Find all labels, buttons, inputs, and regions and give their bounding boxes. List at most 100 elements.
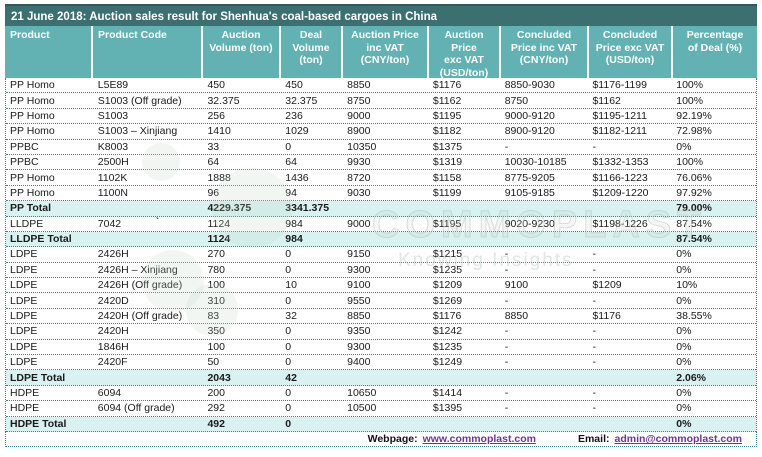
cell: 0	[285, 417, 292, 430]
cell: $1182	[432, 125, 462, 138]
cell: 1124	[207, 233, 231, 246]
cell: 100%	[676, 79, 704, 92]
cell: 0	[285, 248, 292, 261]
header-cell-7: Concluded Price exc VAT (USD/ton)	[589, 26, 673, 78]
cell: $1176	[432, 79, 462, 92]
cell: $1176	[592, 310, 621, 323]
cell: 984	[285, 233, 303, 246]
cell: 72.98%	[676, 125, 712, 138]
cell: 32.375	[285, 94, 318, 107]
cell: LDPE Total	[10, 371, 66, 384]
cell: 2420H	[97, 325, 129, 338]
cell: 0	[285, 325, 292, 338]
cell: 2420D	[97, 294, 129, 307]
cell: $1414	[432, 387, 463, 399]
cell: S1003 – Xinjiang	[97, 125, 178, 138]
cell: 9100	[347, 279, 371, 292]
cell: 0%	[676, 356, 692, 369]
table-row: LDPE 2420D 310 0 9550 $1269 - - 0%	[6, 293, 756, 309]
cell: 0	[285, 263, 292, 276]
cell: -	[592, 356, 596, 369]
cell: $1235	[432, 263, 463, 276]
table-row: PP Homo S1003 – Xinjiang 1410 1029 8900 $1182…	[6, 124, 756, 140]
cell: 236	[285, 109, 303, 122]
cell: 1102K	[97, 171, 128, 184]
cell: $1195	[432, 109, 462, 122]
cell: 9400	[347, 356, 371, 369]
cell: 100%	[676, 94, 704, 107]
cell: 0	[285, 140, 292, 153]
header-cell-5: Auction Price exc VAT (USD/ton)	[429, 26, 501, 79]
cell: 0%	[676, 402, 692, 415]
cell: $1209-1220	[592, 186, 649, 199]
cell: 0%	[676, 140, 692, 153]
cell: 76.06%	[676, 171, 712, 184]
header-cell-0: Product	[5, 26, 93, 78]
table-row: LDPE 2420F 50 0 9400 $1249 - - 0%	[6, 355, 756, 371]
cell: 50	[207, 356, 220, 369]
cell: 1436	[285, 171, 309, 184]
webpage-link[interactable]: www.commoplast.com	[422, 433, 536, 446]
cell: S1003	[97, 109, 129, 122]
table-header-row: Product Product Code Auction Volume (ton) D…	[5, 26, 757, 79]
table-row: LDPE 2420H 350 0 9350 $1242 - - 0%	[6, 324, 756, 340]
cell: $1395	[432, 402, 463, 415]
cell: 10030-10185	[504, 156, 567, 169]
cell: 450	[207, 79, 225, 92]
cell: 9100	[504, 279, 529, 292]
cell: 2500H	[97, 156, 129, 169]
cell: -	[592, 294, 596, 307]
cell: LDPE	[10, 263, 38, 276]
cell: 10	[285, 279, 297, 292]
cell: PP Homo	[10, 125, 55, 138]
table-row: PP Homo S1003 256 236 9000 $1195 9000-9120 $119…	[6, 108, 756, 125]
cell: $1158	[432, 171, 462, 184]
cell: S1003 (Off grade)	[97, 94, 182, 107]
cell: 64	[285, 156, 297, 169]
cell: 1124	[207, 217, 231, 230]
cell: 9000-9120	[504, 109, 555, 122]
cell: 9930	[347, 156, 371, 169]
cell: 0	[285, 294, 292, 307]
cell: $1162	[432, 94, 462, 107]
cell: -	[592, 402, 596, 415]
cell: 83	[207, 310, 220, 323]
cell: $1199	[432, 186, 462, 199]
cell: LDPE	[10, 325, 38, 338]
cell: 2420H (Off grade)	[97, 310, 183, 323]
cell: -	[504, 340, 509, 353]
email-link[interactable]: admin@commoplast.com	[614, 433, 742, 446]
cell: $1162	[592, 94, 621, 107]
cell: 87.54%	[676, 217, 712, 230]
cell: -	[504, 294, 509, 307]
cell: 9000	[347, 109, 371, 122]
cell: $1209	[432, 279, 463, 292]
header-cell-3: Deal Volume (ton)	[281, 26, 343, 78]
cell: 0%	[676, 417, 692, 430]
webpage-label: Webpage:	[367, 433, 418, 446]
cell: 2043	[207, 371, 231, 384]
cell: 8850	[347, 310, 371, 323]
cell: 1029	[285, 125, 309, 138]
total-row: HDPE Total 492 0 0%	[6, 416, 756, 432]
total-row: PP Total 4229.375 3341.375 79.00%	[6, 201, 756, 217]
cell: 2426H – Xinjiang	[97, 263, 178, 276]
cell: 32.375	[207, 94, 240, 107]
cell: LLDPE Total	[10, 233, 72, 246]
cell: $1176	[432, 310, 462, 323]
table-body: PP Homo L5E89 450 450 8850 $1176 8850-9030 $117…	[5, 78, 757, 432]
cell: 8750	[504, 94, 529, 107]
cell: 64	[207, 156, 220, 169]
cell: 2.06%	[676, 371, 707, 384]
table-row: PP Homo 1102K 1888 1436 8720 $1158 8775-9205 $1…	[6, 170, 756, 186]
cell: HDPE	[10, 402, 40, 415]
cell: 0	[285, 340, 292, 353]
cell: 4229.375	[207, 202, 252, 215]
cell: $1209	[592, 279, 622, 292]
table-row: HDPE 6094 (Off grade) 292 0 10500 $1395 - - 0%	[6, 401, 756, 417]
cell: 270	[207, 248, 225, 261]
cell: 200	[207, 387, 225, 399]
cell: 7042 `	[97, 215, 160, 230]
webpage-group: Webpage: www.commoplast.com	[368, 433, 536, 445]
table-row: PP Homo L5E89 450 450 8850 $1176 8850-9030 $117…	[6, 78, 756, 94]
